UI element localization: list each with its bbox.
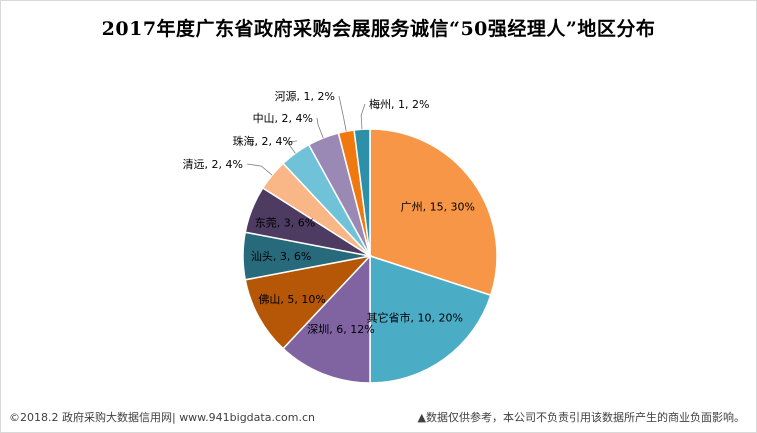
slice-label-5: 汕头, 3, 6% <box>251 250 311 263</box>
pie-slice-2 <box>369 254 492 384</box>
footer-copyright: ©2018.2 政府采购大数据信用网| www.941bigdata.com.c… <box>9 411 315 424</box>
slice-label-7: 清远, 2, 4% <box>183 158 243 171</box>
slice-label-3: 深圳, 6, 12% <box>307 323 374 336</box>
slice-label-9: 中山, 2, 4% <box>253 112 313 125</box>
slice-label-11: 梅州, 1, 2% <box>369 97 429 111</box>
slice-label-1: 广州, 15, 30% <box>401 201 475 214</box>
chart-title: 2017年度广东省政府采购会展服务诚信“50强经理人”地区分布 <box>101 18 656 40</box>
pie-slice-1 <box>369 128 498 297</box>
slice-label-2: 其它省市, 10, 20% <box>367 311 463 325</box>
leader-line-10 <box>338 95 347 132</box>
leader-line-11 <box>360 103 366 130</box>
slice-label-8: 珠海, 2, 4% <box>233 134 293 148</box>
slice-label-4: 佛山, 5, 10% <box>258 293 325 306</box>
pie-slice-4 <box>244 254 373 350</box>
leader-line-9 <box>316 117 324 139</box>
slice-label-10: 河源, 1, 2% <box>275 89 335 103</box>
leader-line-8 <box>286 140 298 154</box>
leader-line-7 <box>246 163 273 176</box>
footer-disclaimer: ▲数据仅供参考，本公司不负责引用该数据所产生的商业负面影响。 <box>417 411 745 424</box>
pie-slice-3 <box>282 254 371 384</box>
slice-label-6: 东莞, 3, 6% <box>255 216 315 229</box>
